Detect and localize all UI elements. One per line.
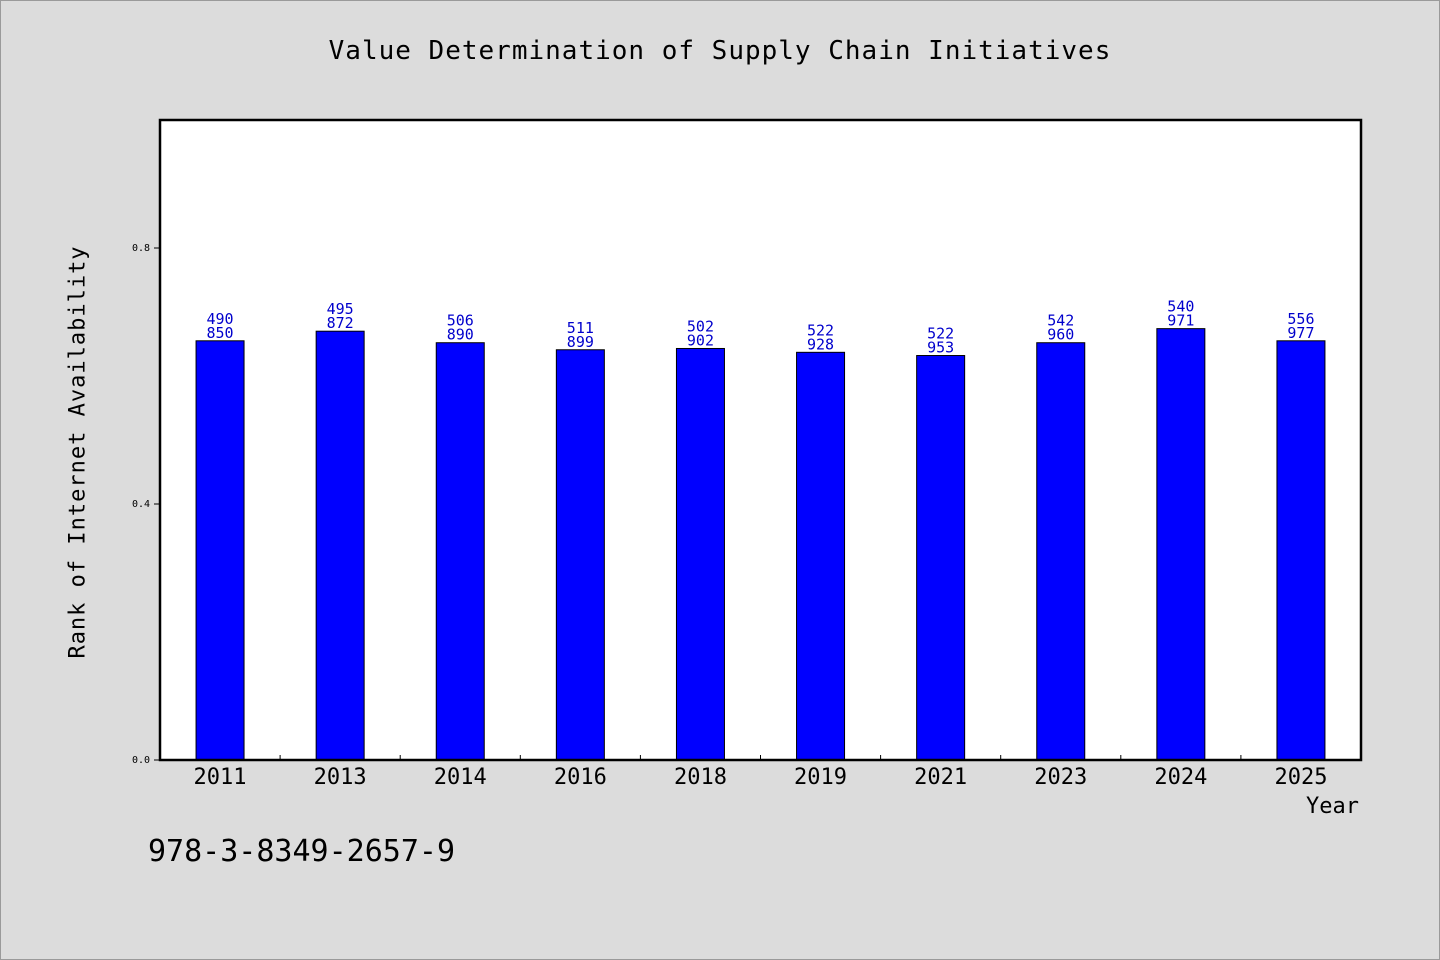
x-tick-label: 2014 xyxy=(434,765,487,790)
bar-label-bottom: 902 xyxy=(687,331,714,349)
y-axis-label: Rank of Internet Availability xyxy=(65,245,91,659)
bar-2023 xyxy=(1036,342,1086,761)
bar-label-bottom: 928 xyxy=(807,335,834,353)
x-tick-label: 2018 xyxy=(674,765,727,790)
x-tick-label: 2024 xyxy=(1154,765,1207,790)
x-tick-label: 2013 xyxy=(314,765,367,790)
y-tick-label: 0.0 xyxy=(132,755,150,766)
bar-2019 xyxy=(796,351,846,761)
isbn-footnote: 978-3-8349-2657-9 xyxy=(148,834,456,869)
x-tick-label: 2021 xyxy=(914,765,967,790)
x-tick-label: 2016 xyxy=(554,765,607,790)
bar-2025 xyxy=(1276,340,1326,761)
bar-label-top: 556 xyxy=(1287,310,1314,328)
bar-2018 xyxy=(675,347,725,761)
bar-2013 xyxy=(315,330,365,761)
bar-label-bottom: 899 xyxy=(567,333,594,351)
bar-2014 xyxy=(435,342,485,761)
bars-layer xyxy=(195,328,1326,761)
y-axis: 0.0 0.4 0.8 xyxy=(132,243,160,766)
y-tick-label: 0.4 xyxy=(132,499,150,510)
bar-label-bottom: 960 xyxy=(1047,326,1074,344)
bar-label-top: 495 xyxy=(327,300,354,318)
bar-label-bottom: 872 xyxy=(327,314,354,332)
bar-2016 xyxy=(555,349,605,761)
bar-label-bottom: 890 xyxy=(447,326,474,344)
bar-label-bottom: 850 xyxy=(207,324,234,342)
x-tick-label: 2019 xyxy=(794,765,847,790)
bar-label-top: 506 xyxy=(447,312,474,330)
bar-label-bottom: 953 xyxy=(927,339,954,357)
bar-label-top: 511 xyxy=(567,319,594,337)
x-tick-label: 2025 xyxy=(1274,765,1327,790)
bar-label-bottom: 977 xyxy=(1287,324,1314,342)
plot-border xyxy=(158,118,1363,762)
x-axis: 2011 2013 2014 2016 2018 2019 2021 2023 2024 2025 xyxy=(194,755,1327,790)
bar-label-top: 502 xyxy=(687,317,714,335)
bar-2011 xyxy=(195,340,245,761)
bar-2021 xyxy=(916,355,966,761)
bar-label-top: 542 xyxy=(1047,312,1074,330)
x-tick-label: 2023 xyxy=(1034,765,1087,790)
x-tick-label: 2011 xyxy=(194,765,247,790)
bar-2024 xyxy=(1156,328,1206,761)
bar-label-top: 540 xyxy=(1167,298,1194,316)
bar-label-top: 522 xyxy=(807,321,834,339)
x-axis-label: Year xyxy=(1306,794,1359,819)
bar-label-bottom: 971 xyxy=(1167,312,1194,330)
chart-title: Value Determination of Supply Chain Init… xyxy=(328,36,1112,66)
bar-label-top: 490 xyxy=(207,310,234,328)
bar-label-top: 522 xyxy=(927,325,954,343)
y-tick-label: 0.8 xyxy=(132,243,150,254)
